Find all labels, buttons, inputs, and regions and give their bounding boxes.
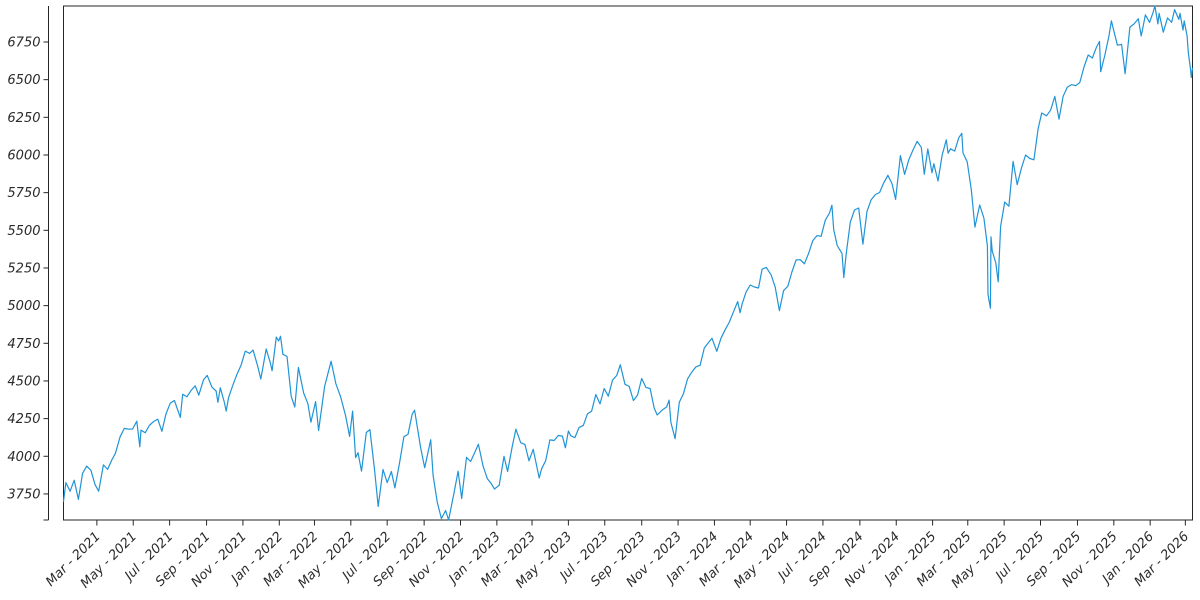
price-line bbox=[62, 5, 1194, 521]
y-tick-label: 4500 bbox=[7, 374, 40, 389]
y-tick-label: 4000 bbox=[7, 450, 40, 465]
y-tick-label: 4250 bbox=[7, 412, 40, 427]
y-tick-label: 6500 bbox=[7, 73, 40, 88]
y-tick-label: 5500 bbox=[7, 224, 40, 239]
y-tick-label: 6250 bbox=[7, 111, 40, 126]
y-tick-label: 6750 bbox=[7, 36, 40, 51]
y-tick-label: 5750 bbox=[7, 186, 40, 201]
plot-frame bbox=[63, 5, 1193, 521]
y-tick-label: 4750 bbox=[7, 337, 40, 352]
y-axis: 3750 4000 4250 4500 4750 5000 5250 5500 5750 6000… bbox=[7, 6, 49, 521]
plot-frame-rect bbox=[63, 5, 1193, 521]
price-line-path bbox=[62, 5, 1194, 521]
y-tick-label: 5000 bbox=[7, 299, 40, 314]
y-tick-label: 3750 bbox=[7, 487, 40, 502]
y-tick-label: 6000 bbox=[7, 148, 40, 163]
y-tick-label: 5250 bbox=[7, 261, 40, 276]
